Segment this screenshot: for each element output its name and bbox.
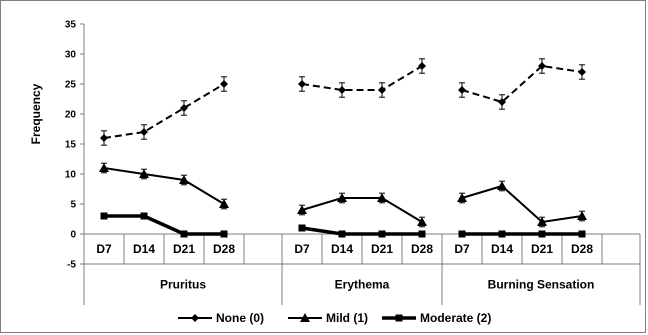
series-moderate-point xyxy=(458,230,466,238)
group-label: Burning Sensation xyxy=(488,278,595,292)
series-moderate-point xyxy=(578,230,586,238)
x-tick-label: D14 xyxy=(133,242,155,256)
series-none-point xyxy=(298,80,306,88)
y-tick-label: 20 xyxy=(65,110,77,121)
series-mild-point xyxy=(377,193,387,202)
series-none-point xyxy=(378,86,386,94)
y-tick-label: 25 xyxy=(65,80,77,91)
series-none-line xyxy=(461,64,583,104)
series-moderate-point xyxy=(378,230,386,238)
series-moderate-point xyxy=(298,224,306,232)
series-none-point xyxy=(180,104,188,112)
x-tick-label: D21 xyxy=(371,242,393,256)
x-tick-label: D28 xyxy=(213,242,235,256)
x-tick-label: D14 xyxy=(491,242,513,256)
x-tick-label: D7 xyxy=(454,242,470,256)
x-tick-label: D7 xyxy=(96,242,112,256)
legend-label: Moderate (2) xyxy=(420,311,491,325)
series-mild-point xyxy=(179,175,189,184)
y-tick-label: 30 xyxy=(65,50,77,61)
y-tick-label: 5 xyxy=(70,200,76,211)
series-none-point xyxy=(418,62,426,70)
series-mild-line xyxy=(301,197,423,223)
x-tick-label: D7 xyxy=(294,242,310,256)
series-moderate-point xyxy=(180,230,188,238)
series-mild-point xyxy=(139,169,149,178)
series-mild-point xyxy=(417,217,427,226)
y-tick-label: 15 xyxy=(65,140,77,151)
series-none-point xyxy=(578,68,586,76)
x-tick-label: D14 xyxy=(331,242,353,256)
series-mild-point xyxy=(297,205,307,214)
series-mild-point xyxy=(99,163,109,172)
series-moderate-point xyxy=(140,212,148,220)
series-mild-line xyxy=(103,167,225,205)
legend-marker xyxy=(300,313,310,322)
series-mild-point xyxy=(537,217,547,226)
series-none-point xyxy=(498,98,506,106)
series-moderate-point xyxy=(538,230,546,238)
group-label: Erythema xyxy=(335,278,390,292)
series-none-point xyxy=(220,80,228,88)
legend-label: None (0) xyxy=(216,311,264,325)
y-tick-label: 35 xyxy=(65,20,77,31)
series-mild-point xyxy=(219,199,229,208)
series-none-line xyxy=(103,83,225,139)
series-none-point xyxy=(140,128,148,136)
legend-marker xyxy=(191,314,199,322)
x-tick-label: D28 xyxy=(571,242,593,256)
x-tick-label: D28 xyxy=(411,242,433,256)
series-mild-line xyxy=(461,184,583,224)
series-mild-point xyxy=(337,193,347,202)
series-moderate-point xyxy=(220,230,228,238)
series-mild-point xyxy=(577,211,587,220)
series-none-point xyxy=(100,134,108,142)
series-moderate-point xyxy=(418,230,426,238)
series-mild-point xyxy=(497,181,507,190)
series-moderate-line xyxy=(301,226,422,236)
series-moderate-line xyxy=(104,214,224,236)
y-axis-label: Frequency xyxy=(29,83,43,144)
x-tick-label: D21 xyxy=(531,242,553,256)
series-moderate-point xyxy=(338,230,346,238)
series-none-point xyxy=(458,86,466,94)
y-tick-label: -5 xyxy=(67,260,76,271)
x-tick-label: D21 xyxy=(173,242,195,256)
legend-label: Mild (1) xyxy=(326,311,368,325)
y-tick-label: 10 xyxy=(65,170,77,181)
series-none-line xyxy=(301,65,423,91)
y-tick-label: 0 xyxy=(70,230,76,241)
series-mild-point xyxy=(457,193,467,202)
series-moderate-point xyxy=(100,212,108,220)
series-none-point xyxy=(338,86,346,94)
series-moderate-point xyxy=(498,230,506,238)
series-none-point xyxy=(538,62,546,70)
legend-marker xyxy=(395,314,403,322)
group-label: Pruritus xyxy=(160,278,206,292)
